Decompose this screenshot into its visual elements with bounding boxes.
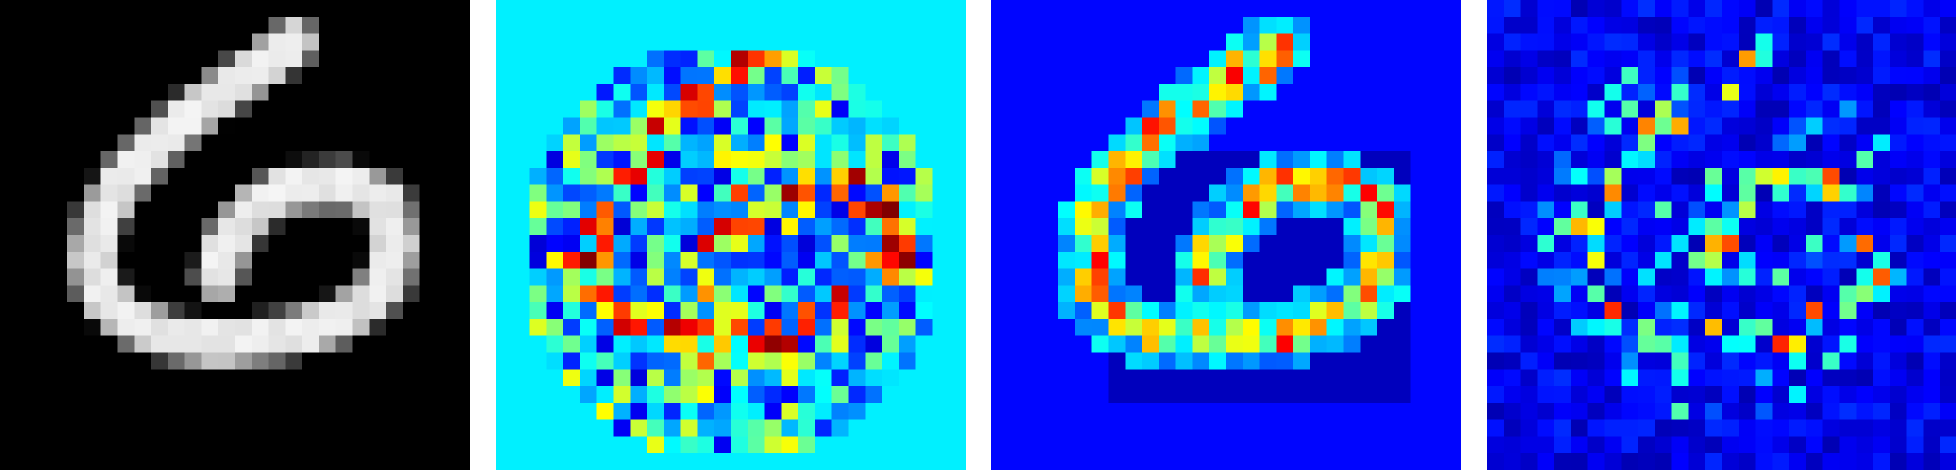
saliency-map-panel-2 <box>991 0 1461 470</box>
input-digit-image <box>0 0 470 470</box>
saliency-map-image-3 <box>1487 0 1956 470</box>
saliency-map-panel-3 <box>1487 0 1956 470</box>
saliency-map-panel-1 <box>496 0 966 470</box>
saliency-map-image-1 <box>496 0 966 470</box>
saliency-map-image-2 <box>991 0 1461 470</box>
input-digit-panel <box>0 0 470 470</box>
